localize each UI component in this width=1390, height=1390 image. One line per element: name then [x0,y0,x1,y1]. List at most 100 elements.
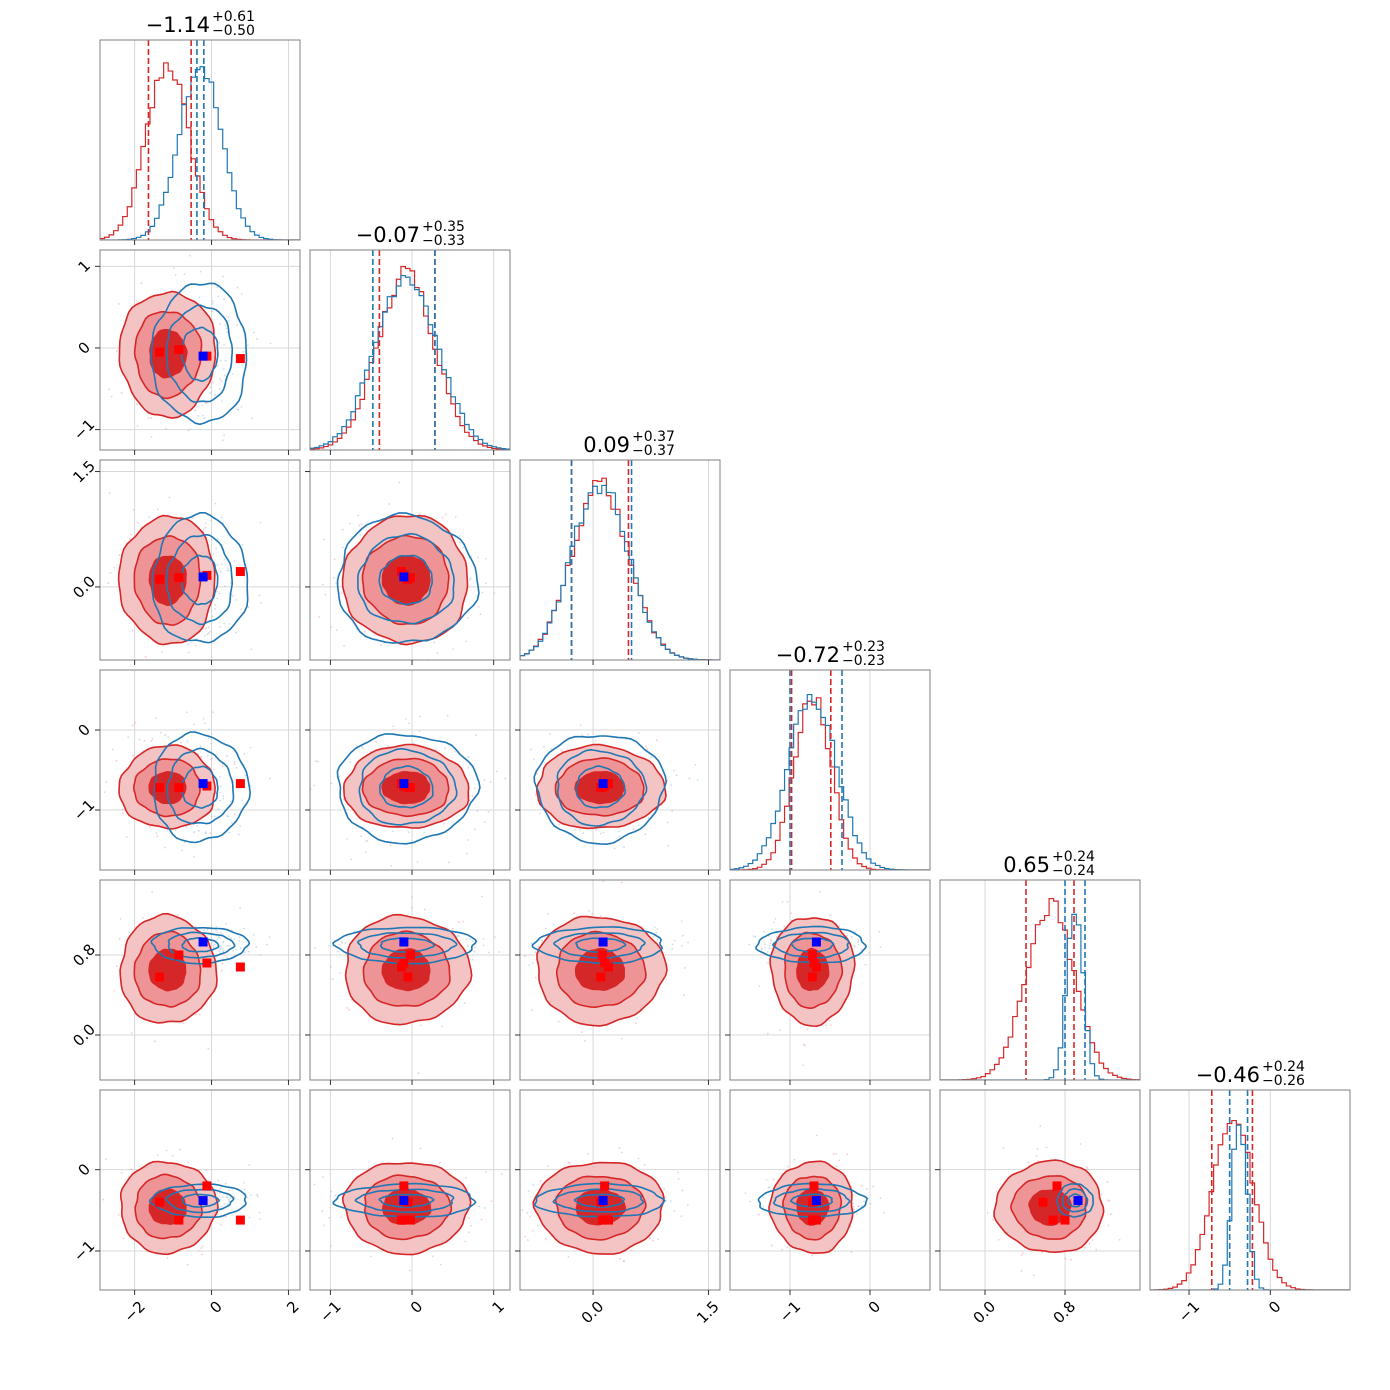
blue-sample-point [752,935,755,938]
blue-sample-point [181,849,184,852]
red-sample-point [130,1031,133,1034]
blue-sample-point [768,947,771,950]
blue-sample-point [201,404,204,407]
blue-sample-point [773,921,776,924]
red-sample-point [195,644,198,647]
red-sample-point [152,442,154,444]
red-sample-point [209,386,212,389]
blue-sample-point [637,824,640,827]
blue-sample-point [653,926,656,929]
parameter-title: −0.07 [356,223,420,247]
blue-sample-point [405,718,407,720]
red-sample-point [209,758,212,761]
red-truth-marker [405,950,415,960]
blue-sample-point [207,626,210,629]
blue-contour [153,731,252,844]
panel-4-2 [520,880,720,1080]
blue-contour [772,1187,851,1213]
blue-sample-point [204,522,207,525]
blue-sample-point [768,944,771,947]
blue-sample-point [853,946,856,948]
blue-sample-point [213,394,216,397]
red-sample-point [136,521,139,524]
blue-sample-point [448,861,450,864]
red-truth-marker [174,1215,184,1225]
blue-sample-point [228,1200,231,1203]
red-sample-point [111,748,114,751]
red-sample-point [463,1002,466,1004]
blue-sample-point [221,439,224,442]
red-sample-point [786,1246,789,1249]
red-sample-point [515,940,517,942]
red-truth-marker [155,574,165,584]
blue-sample-point [470,555,473,558]
red-sample-point [105,781,108,784]
panel-4-1 [310,880,517,1080]
red-sample-point [618,1147,621,1150]
blue-sample-point [215,926,217,928]
red-sample-point [132,754,134,757]
red-sample-point [485,1171,487,1173]
red-sample-point [835,1152,838,1155]
blue-sample-point [219,359,222,362]
blue-sample-point [198,296,201,299]
red-sample-point [647,816,650,819]
blue-sample-point [223,1203,226,1205]
red-truth-marker [1048,1215,1058,1225]
blue-truth-marker [198,572,208,582]
blue-sample-point [218,341,221,344]
blue-sample-point [148,515,151,518]
red-sample-point [192,517,194,520]
red-sample-point [247,606,250,609]
red-sample-point [1100,1193,1103,1196]
red-sample-point [524,1235,526,1238]
red-sample-point [443,822,446,825]
red-truth-marker [235,354,245,364]
red-sample-point [480,1218,483,1221]
blue-truth-marker [198,937,208,947]
red-sample-point [454,750,457,753]
blue-sample-point [238,936,241,939]
blue-sample-point [538,812,541,815]
blue-sample-point [183,273,186,276]
blue-sample-point [618,830,620,833]
blue-sample-point [224,585,227,587]
blue-sample-point [444,747,446,749]
blue-sample-point [186,740,189,743]
blue-sample-point [243,927,245,930]
red-sample-point [212,768,215,771]
x-tick-label: 0 [206,1298,225,1317]
blue-sample-point [764,943,767,946]
red-sample-point [121,812,124,815]
red-truth-marker [174,573,184,583]
blue-sample-point [483,1207,486,1209]
blue-sample-point [558,823,561,826]
blue-sample-point [390,864,393,867]
red-sample-point [474,787,476,790]
blue-sample-point [656,928,659,931]
red-sample-point [644,833,647,835]
blue-sample-point [468,938,471,941]
red-sample-point [313,1183,316,1186]
blue-sample-point [224,374,226,376]
blue-sample-point [582,832,585,835]
red-sample-point [1021,1252,1024,1255]
red-sample-point [389,844,392,847]
blue-sample-point [408,722,410,725]
blue-sample-point [230,800,232,803]
blue-sample-point [767,1186,770,1189]
blue-sample-point [268,777,271,780]
red-sample-point [547,912,550,915]
red-sample-point [349,522,351,525]
blue-contour [378,554,434,606]
red-truth-marker [811,962,821,972]
parameter-title: 0.65 [1003,853,1050,877]
red-sample-point [239,906,242,909]
blue-sample-point [197,830,200,832]
blue-truth-marker [198,779,208,789]
blue-sample-point [476,810,479,813]
blue-contour [336,512,480,644]
red-sample-point [1118,1238,1121,1241]
red-sample-point [346,1007,349,1009]
blue-sample-point [205,832,207,835]
